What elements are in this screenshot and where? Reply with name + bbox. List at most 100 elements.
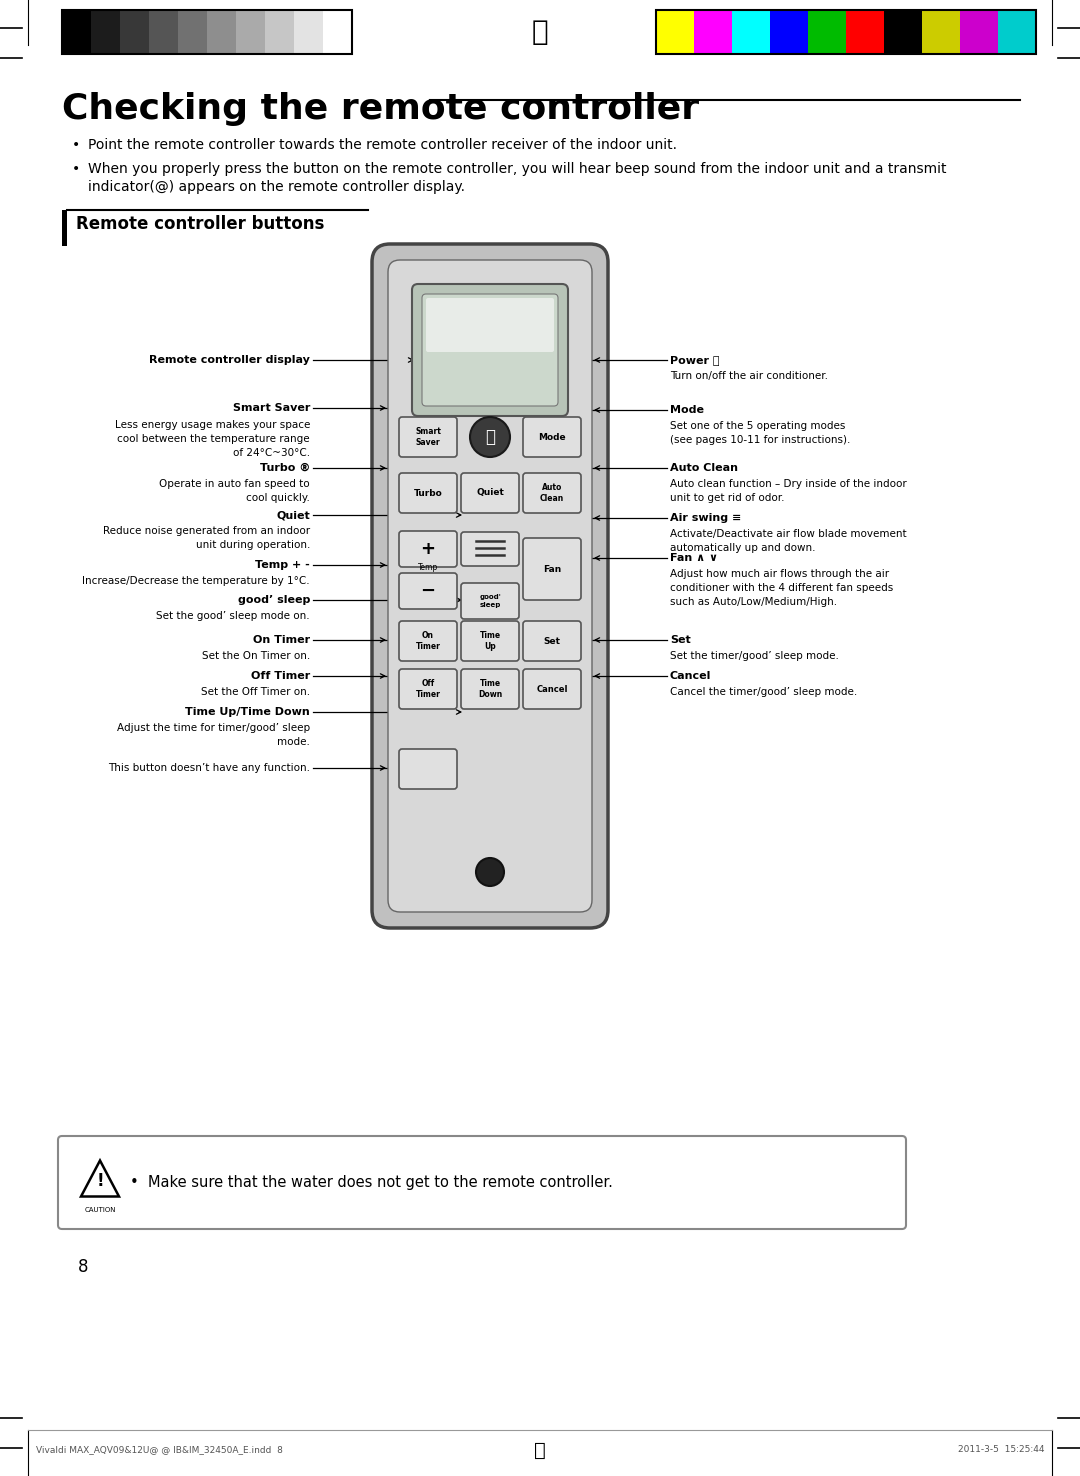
Text: Smart Saver: Smart Saver bbox=[232, 403, 310, 413]
Text: Adjust the time for timer/good’ sleep: Adjust the time for timer/good’ sleep bbox=[117, 723, 310, 734]
Text: Turn on/off the air conditioner.: Turn on/off the air conditioner. bbox=[670, 370, 828, 381]
Text: Less energy usage makes your space: Less energy usage makes your space bbox=[114, 421, 310, 430]
Text: Time
Up: Time Up bbox=[480, 632, 500, 651]
Text: CAUTION: CAUTION bbox=[84, 1206, 116, 1212]
Text: ⏻: ⏻ bbox=[485, 428, 495, 446]
Text: Reduce noise generated from an indoor: Reduce noise generated from an indoor bbox=[103, 525, 310, 536]
Text: unit during operation.: unit during operation. bbox=[195, 540, 310, 551]
Text: indicator(@) appears on the remote controller display.: indicator(@) appears on the remote contr… bbox=[87, 180, 465, 193]
FancyBboxPatch shape bbox=[461, 583, 519, 618]
Text: Turbo ®: Turbo ® bbox=[259, 463, 310, 472]
Bar bbox=[62, 10, 352, 55]
Bar bbox=[62, 210, 67, 246]
Bar bbox=[294, 10, 323, 55]
Bar bbox=[91, 10, 120, 55]
Text: Activate/Deactivate air flow blade movement: Activate/Deactivate air flow blade movem… bbox=[670, 528, 906, 539]
Bar bbox=[808, 10, 846, 55]
Text: When you properly press the button on the remote controller, you will hear beep : When you properly press the button on th… bbox=[87, 162, 946, 176]
Text: of 24°C~30°C.: of 24°C~30°C. bbox=[233, 449, 310, 458]
Text: On Timer: On Timer bbox=[253, 635, 310, 645]
Text: Off Timer: Off Timer bbox=[251, 672, 310, 680]
Text: Turbo: Turbo bbox=[414, 489, 443, 497]
Text: Cancel: Cancel bbox=[670, 672, 712, 680]
Bar bbox=[120, 10, 149, 55]
Text: Set the good’ sleep mode on.: Set the good’ sleep mode on. bbox=[157, 611, 310, 621]
FancyBboxPatch shape bbox=[399, 418, 457, 458]
Text: Quiet: Quiet bbox=[476, 489, 504, 497]
Text: Set: Set bbox=[543, 636, 561, 645]
Text: Operate in auto fan speed to: Operate in auto fan speed to bbox=[160, 480, 310, 489]
Text: This button doesn’t have any function.: This button doesn’t have any function. bbox=[108, 763, 310, 773]
Text: −: − bbox=[420, 582, 435, 601]
Circle shape bbox=[470, 418, 510, 458]
Text: Set the timer/good’ sleep mode.: Set the timer/good’ sleep mode. bbox=[670, 651, 839, 661]
Bar bbox=[960, 10, 998, 55]
Text: Time
Down: Time Down bbox=[477, 679, 502, 698]
FancyBboxPatch shape bbox=[372, 244, 608, 928]
Text: automatically up and down.: automatically up and down. bbox=[670, 543, 815, 554]
FancyBboxPatch shape bbox=[461, 669, 519, 708]
Bar bbox=[732, 10, 770, 55]
FancyBboxPatch shape bbox=[523, 418, 581, 458]
Circle shape bbox=[476, 858, 504, 886]
Text: Set the On Timer on.: Set the On Timer on. bbox=[202, 651, 310, 661]
Bar bbox=[207, 10, 237, 55]
Text: Set: Set bbox=[670, 635, 691, 645]
FancyBboxPatch shape bbox=[461, 531, 519, 565]
FancyBboxPatch shape bbox=[426, 298, 554, 351]
Text: Mode: Mode bbox=[538, 432, 566, 441]
Text: •  Make sure that the water does not get to the remote controller.: • Make sure that the water does not get … bbox=[130, 1175, 612, 1190]
Bar bbox=[178, 10, 207, 55]
FancyBboxPatch shape bbox=[411, 283, 568, 416]
Text: ⌖: ⌖ bbox=[535, 1441, 545, 1460]
Text: unit to get rid of odor.: unit to get rid of odor. bbox=[670, 493, 784, 503]
Text: good'
sleep: good' sleep bbox=[480, 595, 501, 608]
Text: Temp: Temp bbox=[418, 562, 438, 571]
Text: conditioner with the 4 different fan speeds: conditioner with the 4 different fan spe… bbox=[670, 583, 893, 593]
Bar bbox=[694, 10, 732, 55]
Text: Set one of the 5 operating modes: Set one of the 5 operating modes bbox=[670, 421, 846, 431]
Text: Auto clean function – Dry inside of the indoor: Auto clean function – Dry inside of the … bbox=[670, 480, 907, 489]
Text: On
Timer: On Timer bbox=[416, 632, 441, 651]
Text: Point the remote controller towards the remote controller receiver of the indoor: Point the remote controller towards the … bbox=[87, 137, 677, 152]
Text: Checking the remote controller: Checking the remote controller bbox=[62, 92, 699, 125]
Text: mode.: mode. bbox=[278, 737, 310, 747]
Text: Remote controller display: Remote controller display bbox=[149, 356, 310, 365]
FancyBboxPatch shape bbox=[523, 669, 581, 708]
Text: Smart
Saver: Smart Saver bbox=[415, 427, 441, 447]
FancyBboxPatch shape bbox=[58, 1137, 906, 1230]
Bar bbox=[922, 10, 960, 55]
Text: •: • bbox=[72, 137, 80, 152]
Text: Increase/Decrease the temperature by 1°C.: Increase/Decrease the temperature by 1°C… bbox=[82, 576, 310, 586]
Bar bbox=[998, 10, 1036, 55]
Text: Mode: Mode bbox=[670, 404, 704, 415]
Bar bbox=[656, 10, 694, 55]
Text: +: + bbox=[420, 540, 435, 558]
Text: Remote controller buttons: Remote controller buttons bbox=[76, 215, 324, 233]
FancyBboxPatch shape bbox=[399, 531, 457, 567]
Text: Fan ∧ ∨: Fan ∧ ∨ bbox=[670, 554, 718, 562]
Text: good’ sleep: good’ sleep bbox=[238, 595, 310, 605]
Text: Cancel: Cancel bbox=[537, 685, 568, 694]
Text: Time Up/Time Down: Time Up/Time Down bbox=[186, 707, 310, 717]
Text: Temp + -: Temp + - bbox=[255, 559, 310, 570]
Text: •: • bbox=[72, 162, 80, 176]
Bar bbox=[770, 10, 808, 55]
Text: ⌖: ⌖ bbox=[531, 18, 549, 46]
Bar bbox=[656, 10, 1036, 55]
FancyBboxPatch shape bbox=[461, 621, 519, 661]
FancyBboxPatch shape bbox=[523, 621, 581, 661]
Text: Vivaldi MAX_AQV09&12U@ @ IB&IM_32450A_E.indd  8: Vivaldi MAX_AQV09&12U@ @ IB&IM_32450A_E.… bbox=[36, 1445, 283, 1454]
Text: Auto Clean: Auto Clean bbox=[670, 463, 738, 472]
Text: such as Auto/Low/Medium/High.: such as Auto/Low/Medium/High. bbox=[670, 596, 837, 607]
Bar bbox=[846, 10, 885, 55]
FancyBboxPatch shape bbox=[523, 472, 581, 514]
FancyBboxPatch shape bbox=[461, 472, 519, 514]
FancyBboxPatch shape bbox=[388, 260, 592, 912]
FancyBboxPatch shape bbox=[399, 472, 457, 514]
Text: Power ⏻: Power ⏻ bbox=[670, 356, 719, 365]
Text: Air swing ≡: Air swing ≡ bbox=[670, 514, 741, 523]
Text: (see pages 10-11 for instructions).: (see pages 10-11 for instructions). bbox=[670, 435, 850, 444]
Text: Cancel the timer/good’ sleep mode.: Cancel the timer/good’ sleep mode. bbox=[670, 686, 858, 697]
FancyBboxPatch shape bbox=[422, 294, 558, 406]
